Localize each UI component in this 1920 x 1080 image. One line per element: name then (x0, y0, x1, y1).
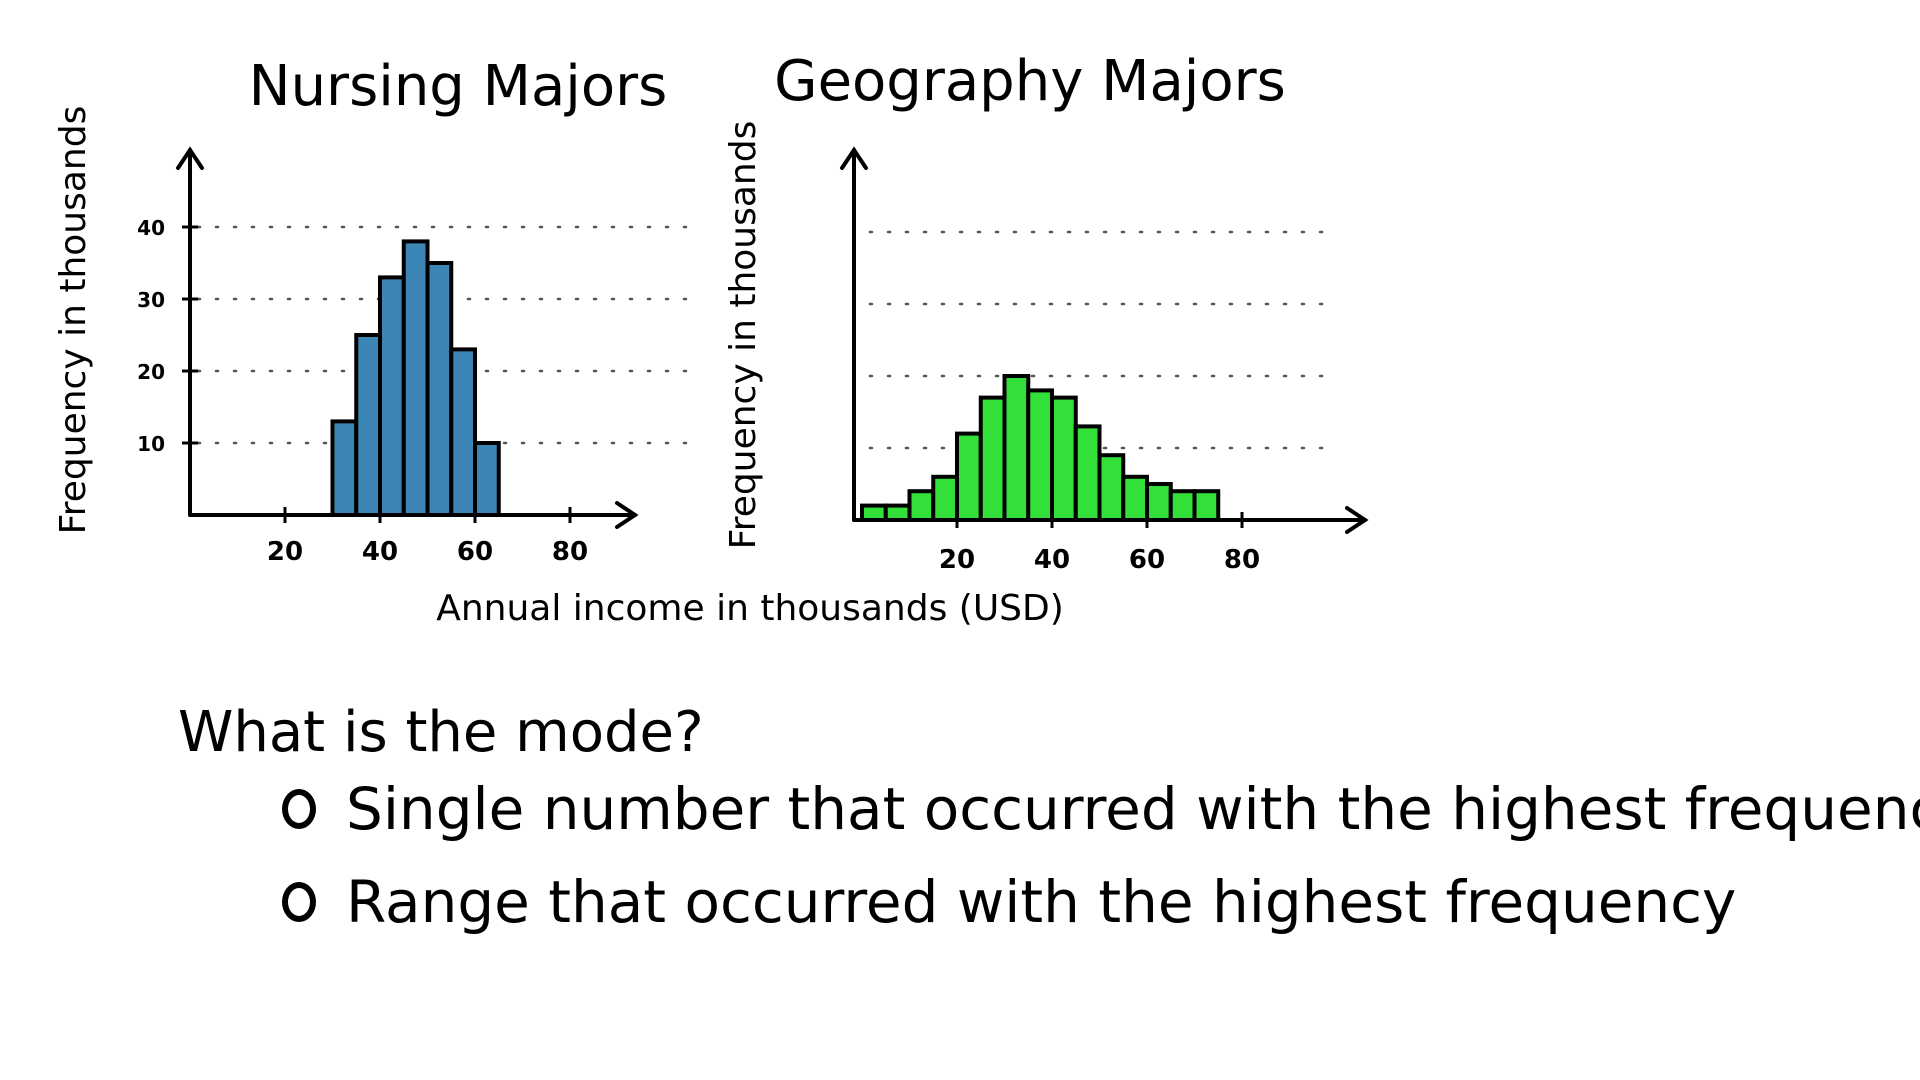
geography-x-tick-label: 20 (939, 545, 975, 575)
geography-bar-9 (1076, 426, 1100, 520)
geography-x-tick-label: 60 (1129, 545, 1165, 575)
geography-bar-0 (862, 506, 886, 520)
nursing-bar-4 (428, 263, 452, 515)
geography-histogram: 20 40 60 80 (862, 232, 1335, 575)
geography-y-axis-label: Frequency in thousands (723, 121, 764, 550)
geography-bar-13 (1171, 491, 1195, 520)
nursing-x-tick-label: 20 (267, 537, 303, 567)
geography-bar-3 (933, 477, 957, 520)
nursing-y-tick-label: 10 (137, 432, 165, 456)
geography-bar-14 (1195, 491, 1219, 520)
geography-x-tick-label: 80 (1224, 545, 1260, 575)
nursing-chart-title: Nursing Majors (249, 54, 668, 119)
geography-bar-6 (1005, 376, 1029, 520)
geography-bar-12 (1147, 484, 1171, 520)
geography-bar-1 (886, 506, 910, 520)
geography-bar-7 (1028, 390, 1052, 520)
nursing-y-tick-label: 20 (137, 360, 165, 384)
geography-bar-4 (957, 434, 981, 520)
nursing-bar-2 (380, 277, 404, 515)
nursing-x-tick-label: 60 (457, 537, 493, 567)
question-prompt: What is the mode? (178, 700, 704, 765)
geography-chart-title: Geography Majors (774, 49, 1286, 114)
option-range[interactable]: Range that occurred with the highest fre… (282, 868, 1736, 936)
geography-bar-8 (1052, 398, 1076, 520)
geography-x-tick-label: 40 (1034, 545, 1070, 575)
option-single-number-label: Single number that occurred with the hig… (346, 775, 1920, 843)
shared-x-axis-label: Annual income in thousands (USD) (436, 588, 1064, 629)
radio-single-number[interactable] (282, 789, 316, 829)
option-range-label: Range that occurred with the highest fre… (346, 868, 1736, 936)
option-single-number[interactable]: Single number that occurred with the hig… (282, 775, 1920, 843)
nursing-bar-3 (404, 241, 428, 515)
nursing-bar-5 (451, 349, 475, 515)
radio-range[interactable] (282, 882, 316, 922)
nursing-bar-0 (333, 421, 357, 515)
nursing-x-tick-label: 40 (362, 537, 398, 567)
charts-canvas: Nursing Majors Geography Majors Frequenc… (0, 0, 1920, 640)
nursing-bar-6 (475, 443, 499, 515)
nursing-y-tick-label: 40 (137, 216, 165, 240)
nursing-x-tick-label: 80 (552, 537, 588, 567)
nursing-y-axis-label: Frequency in thousands (53, 106, 94, 535)
nursing-bar-1 (356, 335, 380, 515)
geography-bar-2 (910, 491, 934, 520)
geography-bar-11 (1123, 477, 1147, 520)
geography-bar-5 (981, 398, 1005, 520)
nursing-y-tick-label: 30 (137, 288, 165, 312)
geography-bar-10 (1100, 455, 1124, 520)
